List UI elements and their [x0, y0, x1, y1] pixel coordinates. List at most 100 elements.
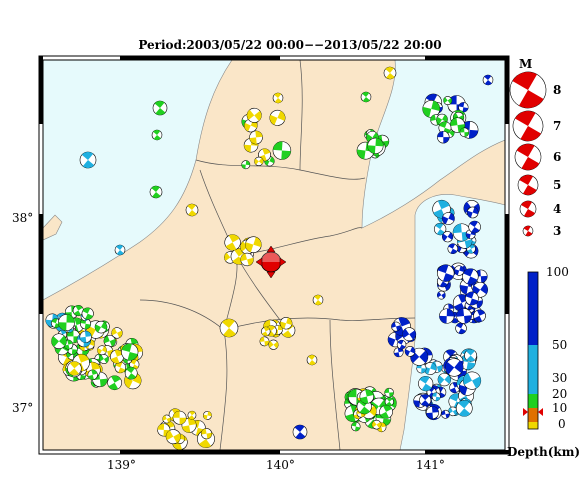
earthquake-mechanism [240, 252, 254, 267]
earthquake-mechanism [165, 429, 181, 445]
earthquake-mechanism [437, 372, 452, 387]
earthquake-mechanism [151, 129, 163, 141]
earthquake-mechanism [433, 222, 447, 236]
magnitude-legend-label: 7 [553, 119, 561, 133]
earthquake-mechanism [445, 358, 464, 377]
earthquake-mechanism [185, 203, 199, 217]
magnitude-legend-title: M [519, 57, 532, 71]
earthquake-mechanism [99, 354, 109, 364]
earthquake-mechanism [436, 290, 446, 300]
earthquake-mechanism [441, 212, 455, 225]
lat-tick-38: 38° [12, 211, 33, 225]
map-frame [38, 55, 510, 455]
depth-scale-label: Depth(km) [507, 445, 580, 459]
earthquake-mechanism [384, 397, 394, 407]
earthquake-mechanism [393, 347, 404, 358]
earthquake-mechanism [279, 317, 293, 330]
magnitude-legend-symbol [517, 174, 539, 196]
earthquake-mechanism [114, 361, 126, 374]
earthquake-mechanism [437, 130, 450, 144]
lat-tick-37: 37° [12, 401, 33, 415]
earthquake-mechanism [455, 399, 473, 417]
earthquake-mechanism [219, 318, 239, 338]
earthquake-mechanism [418, 376, 434, 392]
earthquake-mechanism [121, 343, 139, 361]
earthquake-mechanism [97, 345, 107, 356]
depth-tick-0: 0 [558, 417, 566, 431]
magnitude-legend-symbol [514, 143, 542, 171]
period-title: Period:2003/05/22 00:00−−2013/05/22 20:0… [138, 38, 442, 52]
earthquake-mechanism [473, 309, 486, 323]
earthquake-mechanism [107, 375, 122, 391]
magnitude-legend-symbol [522, 225, 534, 237]
earthquake-mechanism [439, 308, 455, 324]
magnitude-legend-symbol [509, 71, 547, 109]
earthquake-mechanism [437, 264, 455, 282]
earthquake-mechanism [241, 160, 251, 170]
earthquake-mechanism [482, 74, 494, 86]
earthquake-mechanism [79, 151, 97, 169]
lon-tick-140: 140° [266, 458, 295, 472]
mainshock-marker[interactable] [255, 245, 287, 279]
earthquake-mechanism [431, 392, 441, 402]
earthquake-mechanism [404, 346, 416, 357]
earthquake-mechanism [51, 333, 67, 349]
earthquake-mechanism [402, 327, 417, 342]
earthquake-mechanism [87, 369, 98, 381]
earthquake-mechanism [391, 321, 401, 332]
peninsula [43, 214, 63, 241]
earthquake-mechanism [462, 268, 479, 285]
magnitude-legend: M 8 7 6 5 4 3 [509, 57, 561, 238]
earthquake-mechanism [181, 417, 197, 433]
earthquake-mechanism [67, 361, 82, 376]
magnitude-legend-label: 6 [553, 150, 561, 164]
earthquake-mechanism [416, 363, 427, 374]
earthquake-mechanism [224, 234, 241, 251]
earthquake-mechanism [103, 334, 116, 348]
depth-tick-10: 10 [552, 401, 567, 415]
earthquake-mechanism [456, 308, 472, 324]
earthquake-mechanism [259, 336, 270, 347]
earthquake-mechanism [149, 185, 163, 199]
earthquake-mechanism [422, 100, 441, 118]
earthquake-mechanism [94, 320, 108, 334]
depth-tick-50: 50 [552, 338, 567, 352]
magnitude-legend-symbol [512, 110, 544, 142]
magnitude-legend-label: 5 [553, 178, 561, 192]
earthquake-mechanism [379, 405, 393, 419]
earthquake-mechanism [464, 349, 477, 362]
earthquake-mechanism [269, 109, 286, 126]
earthquake-mechanism [462, 371, 482, 390]
earthquake-mechanism [254, 156, 264, 166]
earthquake-mechanism [312, 294, 324, 306]
earthquake-mechanism [466, 206, 479, 219]
earthquake-mechanism [443, 96, 453, 106]
earthquake-mechanism [396, 339, 407, 350]
latitude-ticks: 38° 37° [12, 211, 33, 415]
earthquake-mechanism [292, 424, 308, 440]
depth-colorbar: 100 50 30 20 10 0 Depth(km) [507, 265, 580, 459]
earthquake-mechanism [383, 66, 397, 80]
earthquake-mechanism [465, 291, 479, 306]
earthquake-mechanism [124, 366, 138, 380]
magnitude-legend-label: 8 [553, 83, 561, 97]
earthquake-mechanism [367, 137, 384, 154]
earthquake-mechanism [111, 327, 123, 339]
earthquake-mechanism [203, 411, 212, 420]
earthquake-mechanism [79, 330, 92, 343]
earthquake-mechanism [249, 130, 263, 145]
earthquake-mechanism [72, 305, 84, 317]
earthquake-mechanism [272, 141, 292, 160]
earthquake-events [45, 66, 494, 450]
lon-tick-139: 139° [107, 458, 136, 472]
earthquake-mechanism [51, 318, 61, 329]
depth-tick-30: 30 [552, 371, 567, 385]
earthquake-mechanism [419, 394, 432, 407]
earthquake-mechanism [371, 419, 382, 430]
earthquake-mechanism [245, 236, 262, 253]
earthquake-mechanism [187, 410, 197, 420]
earthquake-mechanism [246, 107, 262, 123]
earthquake-mechanism [81, 307, 94, 320]
earthquake-mechanism [351, 421, 361, 432]
